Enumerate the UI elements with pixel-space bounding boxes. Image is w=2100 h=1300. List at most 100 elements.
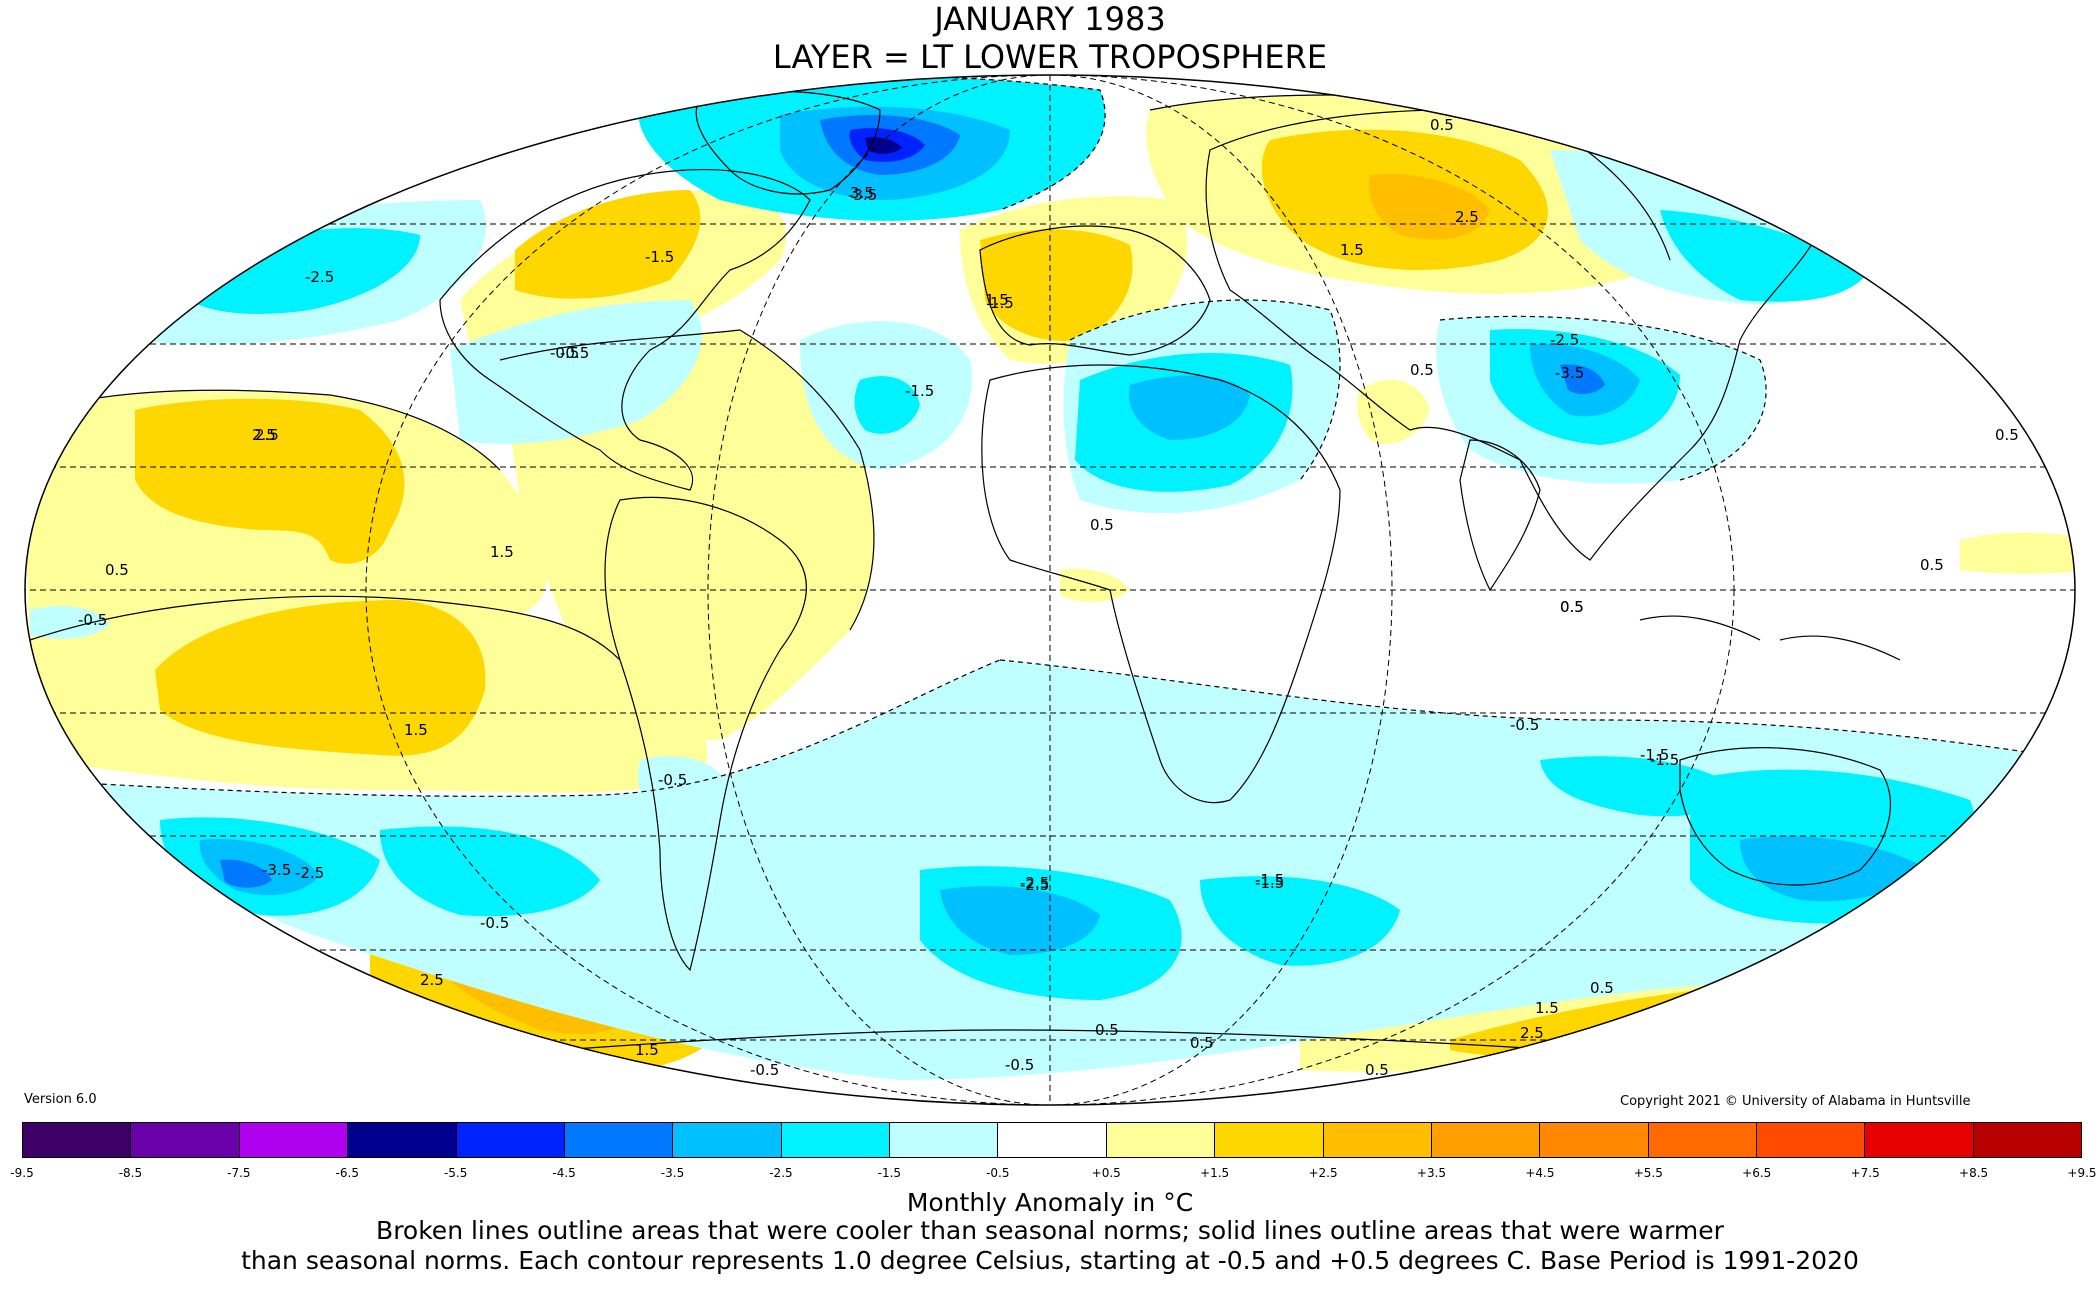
contour-label: -1.5 [1255,874,1284,892]
colorbar-segment [1106,1123,1216,1157]
copyright-label: Copyright 2021 © University of Alabama i… [1620,1094,1971,1109]
world-map: 2.5 1.5 -0.5 -2.5 -1.5 3.5 -3.5 0.5 -0.5… [24,74,2076,1106]
contour-label: 2.5 [1455,208,1479,226]
contour-label: 0.5 [1090,516,1114,534]
colorbar-tick-label: +3.5 [1416,1166,1447,1180]
africa-outline [981,364,1341,804]
contour-label: -2.5 [1020,876,1049,894]
anomaly-warm-region [155,600,486,756]
contour-label: -0.5 [560,344,589,362]
anomaly-cool-region [940,886,1100,955]
anomaly-cool-region [1200,876,1400,966]
contour-labels: 2.5 1.5 -0.5 -2.5 -1.5 3.5 -3.5 0.5 -0.5… [78,116,2019,1079]
contour-label: 1.5 [1340,241,1364,259]
colorbar-tick-label: -1.5 [877,1166,902,1180]
contour-label: -1.5 [1255,871,1284,889]
colorbar-tick-label: -9.5 [10,1166,34,1180]
contour-label: 0.5 [1410,361,1434,379]
contour-label: -0.5 [78,611,107,629]
colorbar-tick-label: -6.5 [335,1166,359,1180]
colorbar-segment [1973,1123,2082,1157]
contour-label: 1.5 [490,543,514,561]
contour-label: -0.5 [550,344,579,362]
anomaly-cool-region [1660,210,1870,302]
contour-label: 0.5 [1365,1061,1389,1079]
india-outline [1459,439,1541,592]
colorbar-tick-label: -2.5 [769,1166,793,1180]
colorbar-tick-label: -0.5 [986,1166,1010,1180]
contour-label: -0.5 [1005,1056,1034,1074]
colorbar-segment [1431,1123,1541,1157]
colorbar-segment [1757,1123,1866,1157]
australia-outline [1679,747,1891,886]
europe-outline [979,225,1211,356]
colorbar-segment [1648,1123,1757,1157]
contour-label: -1.5 [1640,746,1669,764]
contour-label: -2.5 [295,864,324,882]
contour-label: 1.5 [985,291,1009,309]
contour-label: -2.5 [1020,874,1049,892]
anomaly-cool-region [450,300,702,444]
contour-label: -3.5 [848,186,877,204]
colorbar-segment [564,1123,674,1157]
colorbar-tick-label: +6.5 [1742,1166,1772,1180]
contour-label: -1.5 [905,382,934,400]
colorbar-segment [348,1123,457,1157]
contour-label: 2.5 [255,426,279,444]
anomaly-warm-region [1960,532,2075,574]
contour-label: 1.5 [404,721,428,739]
caption-line-1: Broken lines outline areas that were coo… [376,1216,1724,1245]
contour-label: 3.5 [850,184,874,202]
anomaly-cool-region [638,756,730,824]
colorbar-segment [1540,1123,1649,1157]
colorbar-tick-label: +5.5 [1633,1166,1663,1180]
contour-label: -0.5 [1510,716,1539,734]
south-america-outline [604,496,807,972]
contour-line [499,329,875,631]
title-line-2: LAYER = LT LOWER TROPOSPHERE [772,38,1328,76]
anomaly-warm-region [515,190,701,299]
colorbar-segment [673,1123,782,1157]
contour-label: 0.5 [1590,979,1614,997]
anomaly-cool-region [1560,364,1605,395]
colorbar-tick-label: +1.5 [1200,1166,1230,1180]
contour-label: -1.5 [1650,751,1679,769]
north-america-outline [439,169,811,491]
globe-outline [24,74,2076,1106]
contour-line [1069,299,1341,481]
antarctica-outline [559,1029,1561,1051]
colorbar-tick-label: +0.5 [1091,1166,1121,1180]
colorbar-tick-label: +8.5 [1959,1166,1989,1180]
contour-label: 2.5 [1520,1024,1544,1042]
colorbar-segment [781,1123,890,1157]
contour-label: -1.5 [645,248,674,266]
contour-label: -0.5 [658,771,687,789]
contour-label: -0.5 [480,914,509,932]
anomaly-warm-region [1357,379,1430,444]
colorbar-segment [1215,1123,1324,1157]
contour-label: 1.5 [990,294,1014,312]
colorbar-tick-label: -3.5 [660,1166,685,1180]
colorbar-tick-label: -5.5 [443,1166,468,1180]
anomaly-warm-region [1368,174,1490,240]
colorbar-segment [239,1123,349,1157]
colorbar-tick-label: +9.5 [2067,1166,2097,1180]
anomaly-cool-region [854,376,920,434]
anomaly-cool-region [1129,375,1250,440]
title-line-1: JANUARY 1983 [934,0,1166,38]
contour-label: 0.5 [1560,598,1584,616]
contour-label: 0.5 [1560,598,1584,616]
contour-label: 0.5 [1995,426,2019,444]
colorbar-tick-label: -7.5 [227,1166,251,1180]
contour-label: 0.5 [105,561,129,579]
contour-label: 1.5 [1535,999,1559,1017]
colorbar-segment [131,1123,240,1157]
contour-label: -2.5 [305,268,334,286]
colorbar-tick-label: +2.5 [1308,1166,1338,1180]
anomaly-cool-region [380,826,600,917]
colorbar-segment [998,1123,1107,1157]
units-label: Monthly Anomaly in °C [906,1188,1194,1217]
colorbar-segment [456,1123,565,1157]
contour-line [639,75,1106,211]
colorbar-ticks: -9.5 -8.5 -7.5 -6.5 -5.5 -4.5 -3.5 -2.5 -1.5 -0.5… [10,1166,2096,1182]
